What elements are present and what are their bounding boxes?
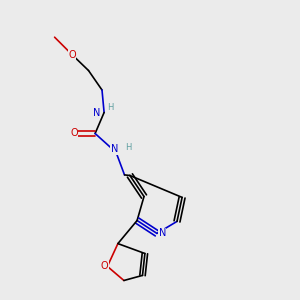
Text: H: H (107, 103, 114, 112)
Text: O: O (70, 128, 78, 139)
Text: H: H (125, 142, 132, 152)
Text: O: O (100, 261, 108, 272)
Text: O: O (68, 50, 76, 60)
Text: N: N (111, 144, 118, 154)
Text: N: N (93, 107, 100, 118)
Text: N: N (159, 228, 166, 239)
